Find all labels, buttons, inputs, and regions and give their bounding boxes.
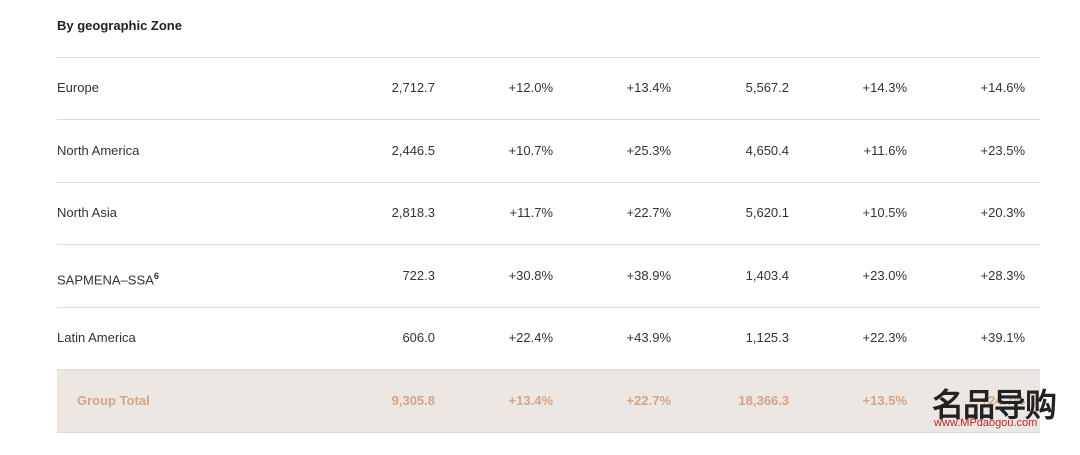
row-cell: +20.3% <box>980 205 1025 220</box>
row-cell: +14.6% <box>980 80 1025 95</box>
row-cell: 1,125.3 <box>745 330 789 345</box>
row-cell: 5,620.1 <box>745 205 789 220</box>
row-cell: +22.4% <box>508 330 553 345</box>
row-cell: 722.3 <box>402 267 435 283</box>
row-cell: +39.1% <box>980 330 1025 345</box>
row-cell: +23.0% <box>862 267 907 283</box>
row-cell: 4,650.4 <box>745 142 789 158</box>
row-cell: +11.6% <box>863 142 908 158</box>
watermark-logo: 名品导购 <box>932 387 1057 423</box>
row-cell: +25.3% <box>626 142 671 158</box>
row-rule <box>57 182 1040 183</box>
total-cell: +22.7% <box>626 393 671 408</box>
row-rule <box>57 432 1040 433</box>
row-cell: 5,567.2 <box>745 80 789 95</box>
total-cell: +13.4% <box>508 393 553 408</box>
row-label: North Asia <box>57 205 117 221</box>
row-cell: +14.3% <box>862 80 907 95</box>
row-cell: 2,818.3 <box>391 205 435 220</box>
row-cell: +11.7% <box>509 205 554 220</box>
label-text: North America <box>57 142 140 158</box>
row-cell: +28.3% <box>980 267 1025 283</box>
total-cell: 9,305.8 <box>391 393 435 408</box>
row-label: Europe <box>57 80 99 96</box>
row-rule <box>57 57 1040 58</box>
watermark-url: www.MPdaogou.com <box>934 417 1038 429</box>
row-label: Latin America <box>57 330 136 346</box>
row-cell: +10.7% <box>508 142 553 158</box>
row-label: SAPMENA–SSA6 <box>57 268 159 288</box>
row-cell: +13.4% <box>626 80 671 95</box>
row-cell: +10.5% <box>862 205 907 220</box>
total-label: Group Total <box>77 393 150 409</box>
row-cell: 2,446.5 <box>391 142 435 158</box>
row-rule <box>57 307 1040 308</box>
row-label: North America <box>57 143 139 159</box>
row-cell: +43.9% <box>626 330 671 345</box>
label-text: North Asia <box>57 205 117 220</box>
label-text: Europe <box>57 80 99 95</box>
row-rule <box>57 369 1040 370</box>
footnote-mark: 6 <box>153 270 159 281</box>
section-title: By geographic Zone <box>57 18 182 33</box>
label-text: Latin America <box>57 330 136 345</box>
total-cell: +13.5% <box>862 393 907 408</box>
row-cell: +23.5% <box>980 142 1025 158</box>
row-rule <box>57 244 1040 245</box>
total-cell: +24.7% <box>980 393 1025 408</box>
row-cell: +12.0% <box>508 80 553 95</box>
total-cell: 18,366.3 <box>738 393 789 408</box>
label-text: Group Total <box>77 393 150 408</box>
row-cell: 1,403.4 <box>745 267 789 283</box>
row-cell: +30.8% <box>508 267 553 283</box>
row-cell: 2,712.7 <box>391 80 435 95</box>
row-cell: +38.9% <box>626 267 671 283</box>
row-rule <box>57 119 1040 120</box>
label-text: SAPMENA–SSA <box>57 271 154 287</box>
row-cell: +22.7% <box>626 205 671 220</box>
row-cell: 606.0 <box>402 330 435 345</box>
total-background <box>57 370 1040 432</box>
row-cell: +22.3% <box>862 330 907 345</box>
